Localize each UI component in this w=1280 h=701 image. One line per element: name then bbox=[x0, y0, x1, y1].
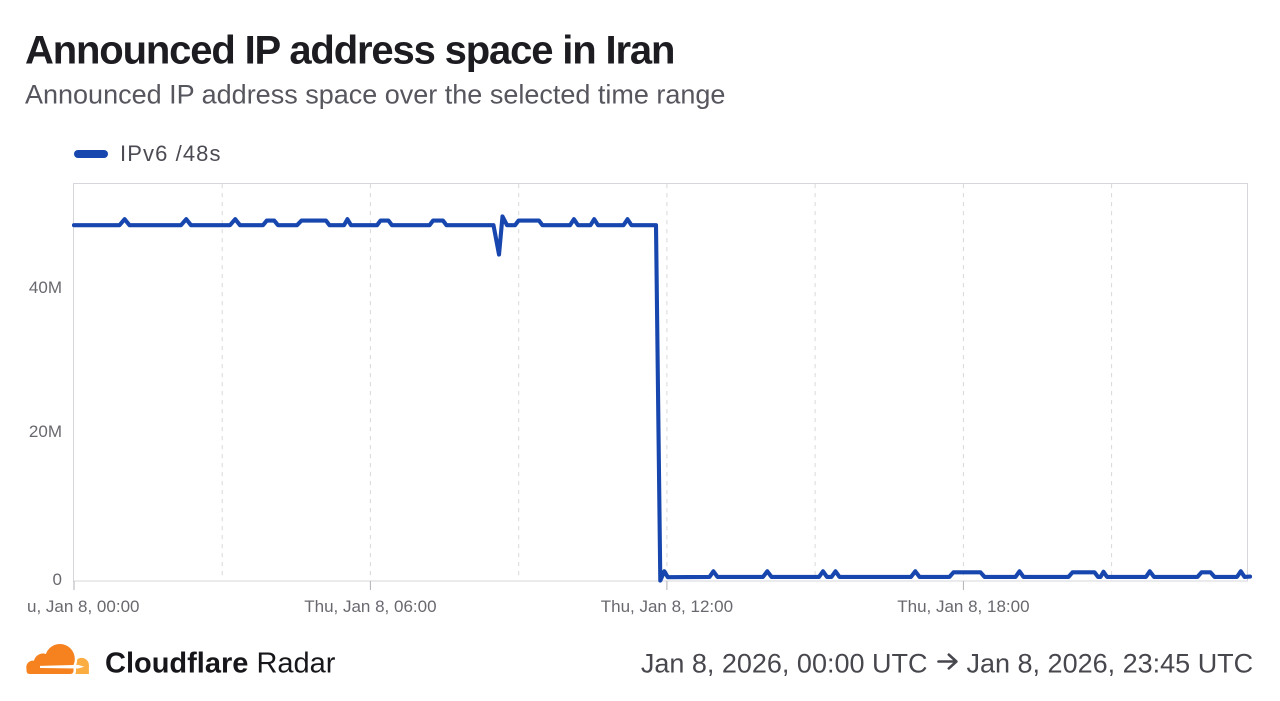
svg-text:Thu, Jan 8, 18:00: Thu, Jan 8, 18:00 bbox=[897, 597, 1029, 616]
svg-text:0: 0 bbox=[53, 570, 62, 589]
svg-text:Announced IP address space ove: Announced IP address space over the sele… bbox=[25, 80, 725, 110]
svg-text:Cloudflare Radar: Cloudflare Radar bbox=[105, 648, 336, 680]
svg-text:Jan 8, 2026, 23:45 UTC: Jan 8, 2026, 23:45 UTC bbox=[967, 649, 1254, 679]
svg-text:u, Jan 8, 00:00: u, Jan 8, 00:00 bbox=[27, 597, 139, 616]
svg-text:IPv6 /48s: IPv6 /48s bbox=[120, 141, 222, 166]
svg-text:Thu, Jan 8, 06:00: Thu, Jan 8, 06:00 bbox=[304, 597, 436, 616]
svg-text:20M: 20M bbox=[29, 422, 62, 441]
svg-text:Thu, Jan 8, 12:00: Thu, Jan 8, 12:00 bbox=[601, 597, 733, 616]
svg-text:Announced IP address space in: Announced IP address space in Iran bbox=[25, 29, 674, 73]
svg-text:40M: 40M bbox=[29, 278, 62, 297]
svg-text:Jan 8, 2026, 00:00 UTC: Jan 8, 2026, 00:00 UTC bbox=[641, 649, 928, 679]
